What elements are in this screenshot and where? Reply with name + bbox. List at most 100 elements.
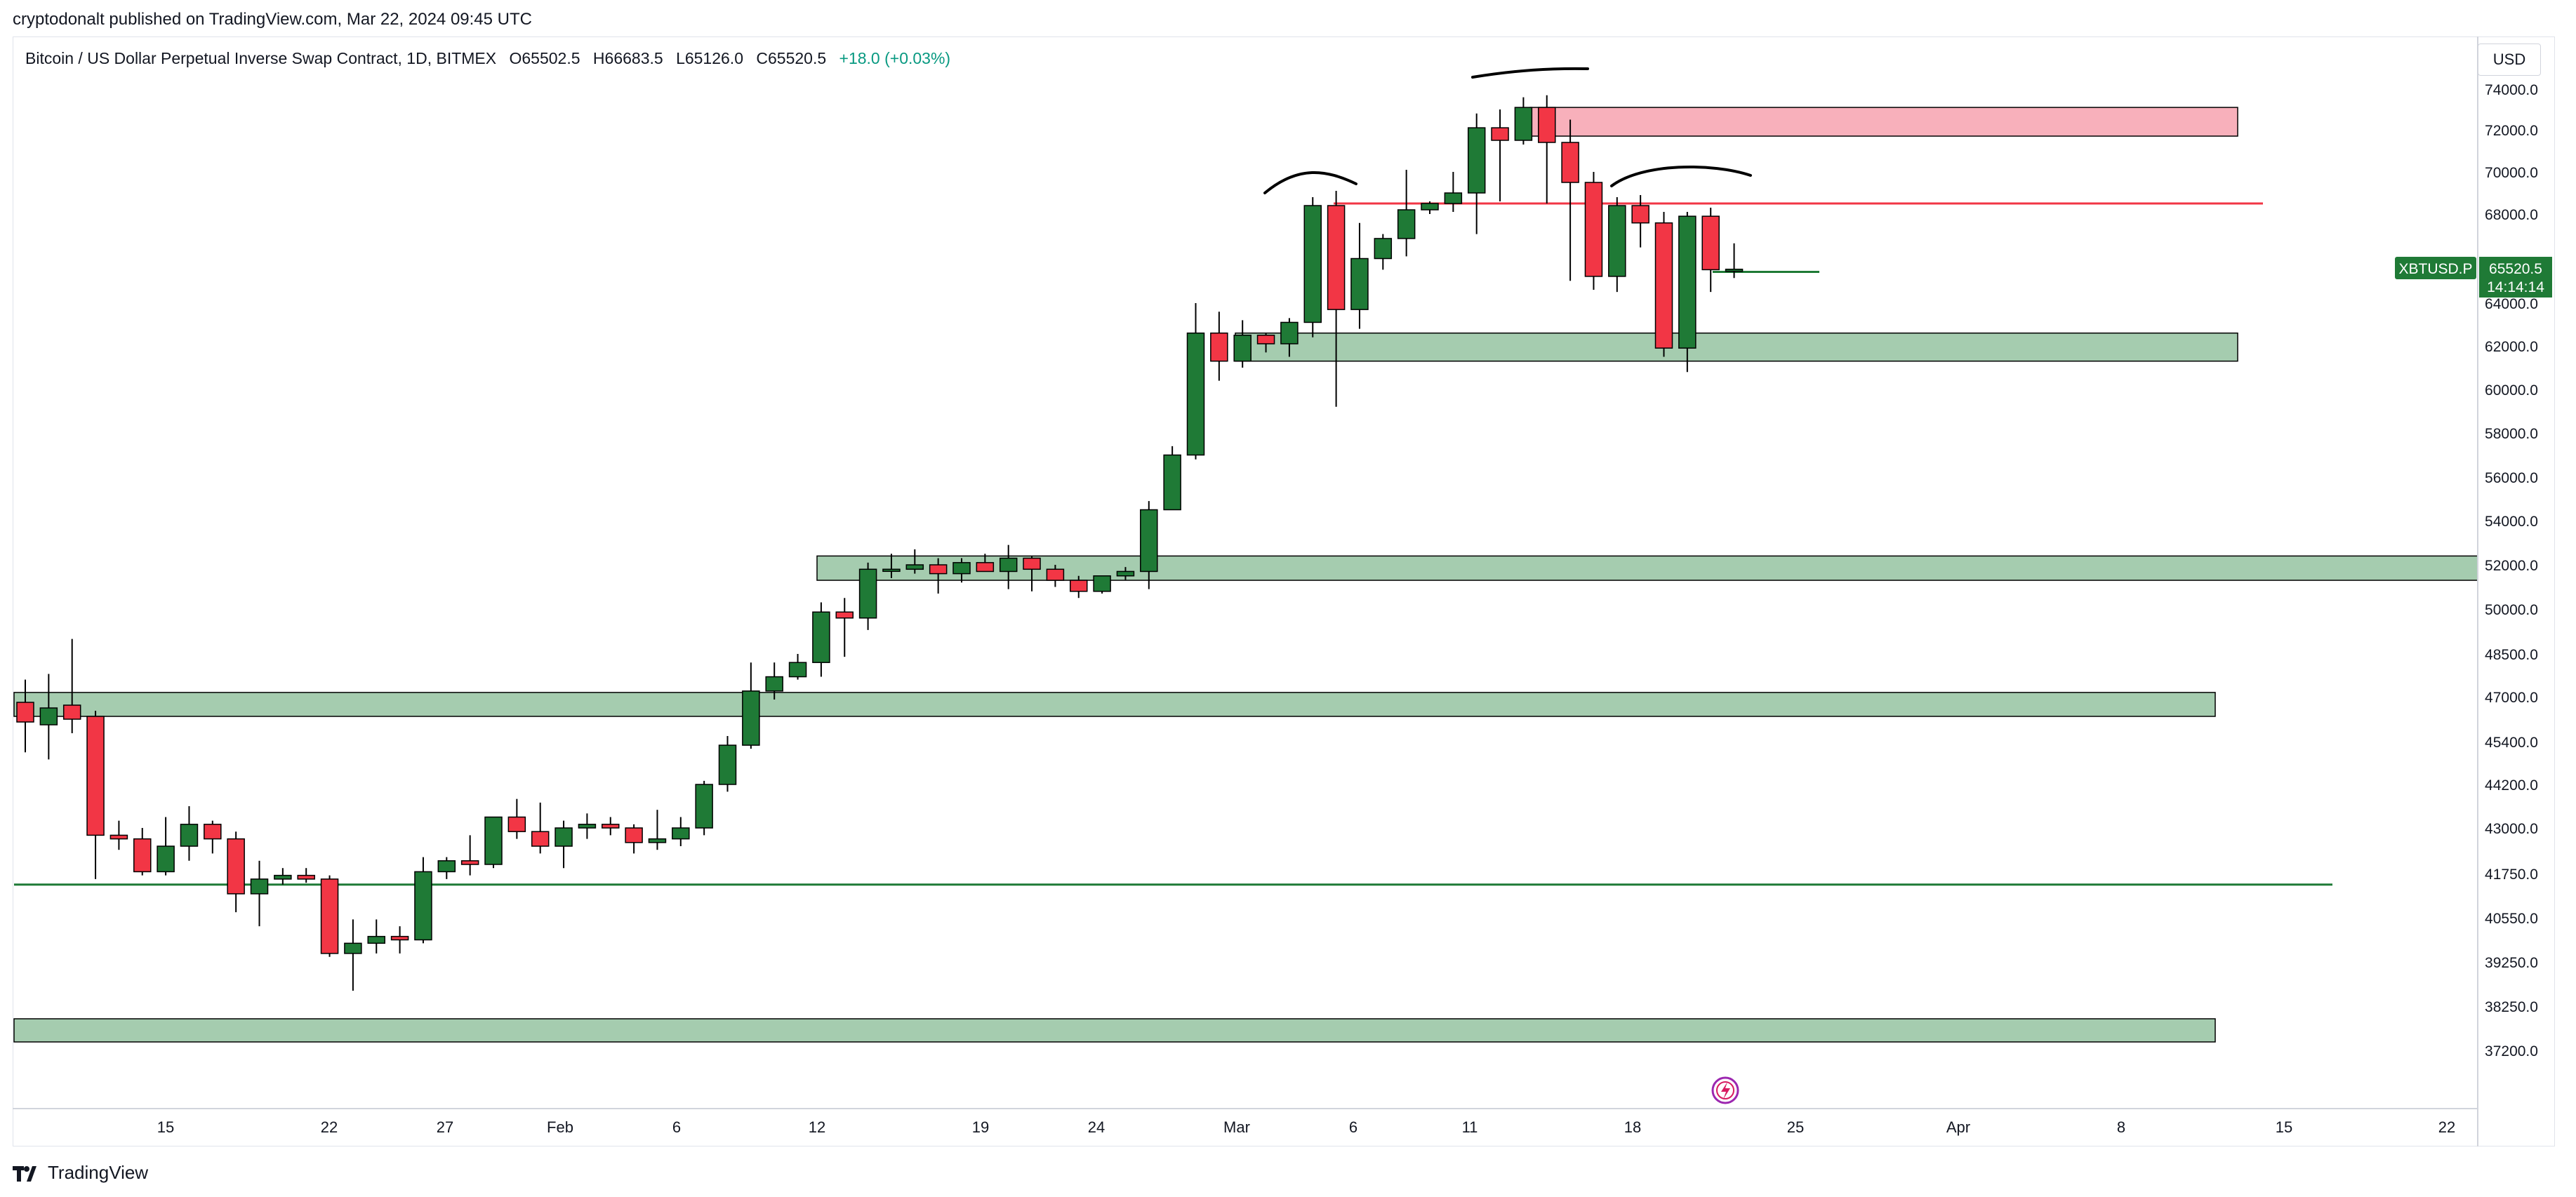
candle-2024-02-29: [1210, 312, 1228, 381]
x-tick-label: 22: [2438, 1118, 2455, 1136]
candle-2024-03-16: [1584, 172, 1603, 290]
tradingview-logo-icon: [13, 1163, 41, 1183]
candle-2024-03-18: [1631, 195, 1649, 248]
candle-2024-03-13: [1514, 97, 1533, 145]
candle-2024-02-12: [812, 602, 830, 677]
candle-body: [1584, 182, 1603, 277]
candle-2024-02-02: [578, 813, 597, 839]
candle-body: [1701, 215, 1720, 271]
candle-2024-01-15: [157, 817, 175, 876]
y-tick-label: 48500.0: [2485, 647, 2538, 663]
alert-marker[interactable]: [1711, 1076, 1739, 1104]
candle-2024-02-11: [788, 654, 807, 680]
candle-body: [1070, 580, 1088, 592]
tradingview-footer[interactable]: TradingView: [13, 1162, 148, 1184]
candle-2024-03-14: [1538, 95, 1556, 203]
y-tick-label: 70000.0: [2485, 165, 2538, 181]
candle-body: [414, 871, 432, 941]
candle-body: [952, 562, 971, 575]
candle-body: [648, 838, 667, 843]
candle-2024-01-10: [39, 674, 58, 760]
candle-2024-01-29: [484, 816, 503, 869]
y-tick-label: 68000.0: [2485, 207, 2538, 223]
x-tick-label: 6: [672, 1118, 681, 1136]
candle-body: [858, 568, 877, 619]
y-tick-label: 41750.0: [2485, 867, 2538, 883]
candle-body: [905, 564, 924, 570]
candle-2024-01-31: [531, 802, 550, 854]
countdown-label: 14:14:14: [2487, 279, 2544, 295]
x-tick-label: Mar: [1223, 1118, 1250, 1136]
last-price-badge: XBTUSD.P 65520.5 14:14:14: [2395, 257, 2552, 297]
candle-body: [1116, 570, 1135, 577]
candle-2024-03-19: [1654, 212, 1673, 357]
y-tick-label: 38250.0: [2485, 999, 2538, 1015]
candle-2024-01-28: [460, 835, 479, 876]
candle-body: [1327, 205, 1346, 310]
candle-body: [1023, 557, 1041, 570]
currency-button[interactable]: USD: [2478, 44, 2541, 76]
legend-high: H66683.5: [592, 49, 663, 67]
x-tick-label: 27: [437, 1118, 453, 1136]
candle-body: [1444, 192, 1463, 204]
candle-2024-03-09: [1421, 201, 1439, 214]
zone-72k-resistance: [1529, 107, 2238, 137]
x-tick-label: 15: [157, 1118, 174, 1136]
candle-body: [320, 878, 339, 954]
candle-2024-03-07: [1374, 234, 1393, 270]
candle-2024-01-16: [180, 806, 199, 861]
candle-2024-02-06: [672, 817, 690, 846]
candle-2024-02-13: [835, 598, 854, 657]
zone-38k: [13, 1018, 2216, 1043]
candle-body: [344, 942, 362, 954]
candle-body: [742, 690, 760, 746]
x-tick-label: Apr: [1946, 1118, 1970, 1136]
candle-2024-02-28: [1186, 303, 1205, 460]
zone-47k: [13, 692, 2216, 717]
symbol-label: XBTUSD.P: [2398, 261, 2472, 277]
candle-body: [39, 707, 58, 725]
candle-2024-03-17: [1608, 197, 1626, 293]
horizontal-lines-layer: [14, 202, 2332, 886]
x-tick-label: 22: [321, 1118, 338, 1136]
candle-body: [1186, 332, 1205, 456]
candle-2024-03-01: [1233, 320, 1252, 368]
legend-low: L65126.0: [676, 49, 743, 67]
x-tick-label: 11: [1462, 1118, 1478, 1136]
candle-body: [16, 702, 34, 723]
candle-body: [62, 704, 81, 720]
y-tick-label: 43000.0: [2485, 821, 2538, 837]
candle-2024-02-14: [858, 562, 877, 630]
chart-frame: [13, 36, 2555, 1146]
candle-body: [718, 744, 737, 785]
candle-2024-02-21: [1023, 556, 1041, 591]
candle-2024-02-23: [1070, 575, 1088, 598]
zone-62k: [1235, 332, 2238, 362]
candle-body: [1374, 238, 1393, 260]
drawing-line-top: [1471, 67, 1589, 79]
y-tick-label: 37200.0: [2485, 1043, 2538, 1059]
y-tick-label: 72000.0: [2485, 123, 2538, 139]
candle-2024-03-12: [1491, 109, 1509, 201]
candle-body: [86, 716, 105, 836]
candle-body: [437, 860, 456, 873]
candle-2024-01-19: [250, 860, 269, 927]
candle-2024-03-20: [1678, 212, 1697, 373]
candle-2024-02-25: [1116, 567, 1135, 581]
candle-2024-02-09: [742, 662, 760, 749]
candle-body: [1046, 568, 1065, 581]
candle-body: [460, 860, 479, 865]
candle-2024-01-12: [86, 711, 105, 879]
drawing-arc-right: [1610, 166, 1752, 187]
candle-2024-02-08: [718, 736, 737, 792]
candle-2024-01-30: [507, 798, 526, 839]
candle-body: [1256, 335, 1275, 345]
candle-2024-03-10: [1444, 172, 1463, 212]
candle-body: [109, 834, 128, 840]
candle-body: [1491, 127, 1509, 141]
candle-2024-03-21: [1701, 208, 1720, 293]
y-tick-label: 52000.0: [2485, 558, 2538, 574]
candle-2024-02-05: [648, 810, 667, 850]
candle-body: [695, 784, 713, 829]
